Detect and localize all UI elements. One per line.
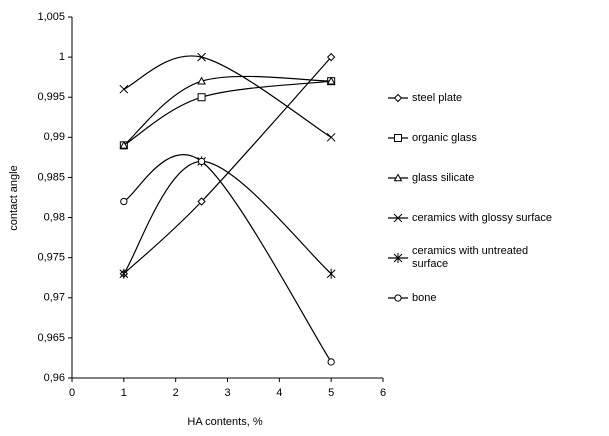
legend-label: bone — [412, 291, 437, 304]
y-tick-label: 0,975 — [37, 252, 65, 264]
y-tick-label: 0,96 — [44, 372, 65, 384]
marker — [326, 132, 336, 142]
legend: steel plate organic glass glass silicate ce… — [387, 78, 602, 318]
marker — [393, 213, 403, 223]
legend-label: glass silicate — [412, 171, 475, 184]
x-tick-label: 1 — [121, 387, 127, 399]
legend-swatch — [388, 213, 408, 223]
marker — [326, 76, 336, 85]
x-axis-label: HA contents, % — [187, 416, 262, 428]
y-tick-label: 1,005 — [37, 11, 65, 23]
marker — [120, 197, 128, 206]
series-line — [123, 56, 332, 275]
y-tick-label: 0,995 — [37, 91, 65, 103]
y-axis-label: contact angle — [8, 165, 20, 230]
marker — [197, 76, 206, 85]
legend-entry: ceramics with glossy surface — [387, 198, 602, 238]
legend-swatch — [388, 93, 408, 103]
legend-entry: bone — [387, 278, 602, 318]
legend-entry: steel plate — [387, 78, 602, 118]
marker — [393, 253, 403, 263]
y-tick-label: 0,97 — [44, 292, 65, 304]
legend-entry: ceramics with untreated surface — [387, 238, 602, 278]
legend-entry: glass silicate — [387, 158, 602, 198]
marker — [197, 52, 206, 62]
marker — [326, 52, 336, 62]
x-tick-label: 5 — [328, 387, 334, 399]
marker — [394, 294, 402, 302]
y-tick-label: 0,98 — [44, 211, 65, 223]
legend-label: steel plate — [412, 91, 463, 104]
y-tick-label: 0,965 — [37, 332, 65, 344]
marker — [197, 93, 206, 102]
marker — [393, 173, 403, 182]
series-line — [123, 160, 332, 275]
marker — [119, 140, 129, 149]
y-tick-label: 0,985 — [37, 171, 65, 183]
legend-swatch — [388, 134, 408, 142]
marker — [393, 93, 403, 103]
x-tick-label: 3 — [224, 387, 230, 399]
marker — [119, 84, 129, 94]
y-tick-label: 0,99 — [44, 131, 65, 143]
x-tick-label: 4 — [276, 387, 282, 399]
marker — [326, 268, 336, 279]
marker — [394, 134, 402, 142]
legend-label: ceramics with untreated surface — [412, 245, 529, 270]
legend-swatch — [388, 173, 408, 182]
marker — [119, 268, 129, 279]
series-line — [123, 75, 332, 146]
legend-label: ceramics with glossy surface — [412, 211, 552, 224]
series-line — [123, 154, 332, 363]
series-line — [123, 55, 332, 138]
legend-entry: organic glass — [387, 118, 602, 158]
legend-swatch — [388, 294, 408, 302]
legend-label: organic glass — [412, 131, 477, 144]
y-tick-label: 1 — [59, 51, 65, 63]
marker — [327, 358, 335, 366]
x-tick-label: 0 — [69, 387, 75, 399]
x-tick-label: 2 — [173, 387, 179, 399]
x-tick-label: 6 — [380, 387, 386, 399]
legend-swatch — [388, 253, 408, 263]
marker — [197, 197, 206, 206]
marker — [197, 157, 206, 166]
